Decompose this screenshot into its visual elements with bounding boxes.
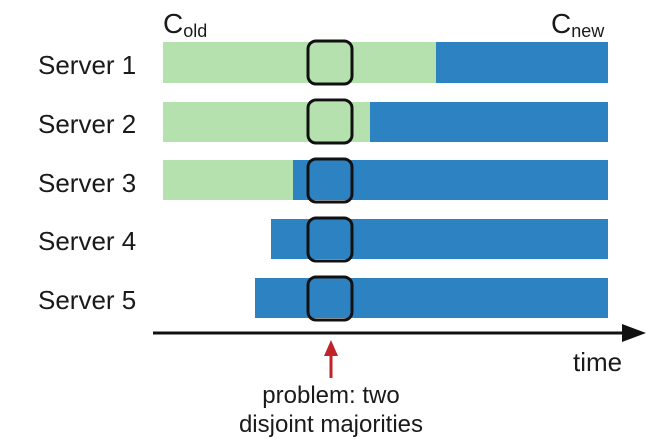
- window-box-server-5: [306, 275, 354, 322]
- server-3-new-bar: [293, 160, 608, 200]
- window-box-server-4: [306, 216, 354, 263]
- server-label: Server 2: [38, 109, 137, 139]
- annotation-line-1: problem: two: [262, 382, 400, 409]
- server-2-old-bar: [163, 102, 370, 142]
- time-axis-arrowhead: [622, 324, 646, 342]
- server-label: Server 4: [38, 226, 137, 256]
- server-1-old-bar: [163, 42, 436, 83]
- server-label: Server 5: [38, 285, 137, 315]
- window-box-server-2: [306, 98, 354, 145]
- server-1-new-bar: [436, 42, 608, 83]
- problem-arrow-head: [324, 340, 338, 356]
- server-3-old-bar: [163, 160, 293, 200]
- server-label: Server 3: [38, 168, 137, 198]
- server-4-new-bar: [271, 219, 608, 259]
- old-config-label: Cold: [163, 8, 208, 42]
- window-box-server-3: [306, 157, 354, 204]
- time-axis-label: time: [573, 347, 623, 377]
- server-2-new-bar: [370, 102, 608, 142]
- server-5-new-bar: [255, 278, 608, 318]
- server-label: Server 1: [38, 50, 137, 80]
- annotation-line-2: disjoint majorities: [238, 411, 424, 438]
- problem-annotation: problem: two disjoint majorities: [231, 381, 431, 439]
- window-box-server-1: [306, 39, 354, 86]
- new-config-label: Cnew: [551, 8, 605, 42]
